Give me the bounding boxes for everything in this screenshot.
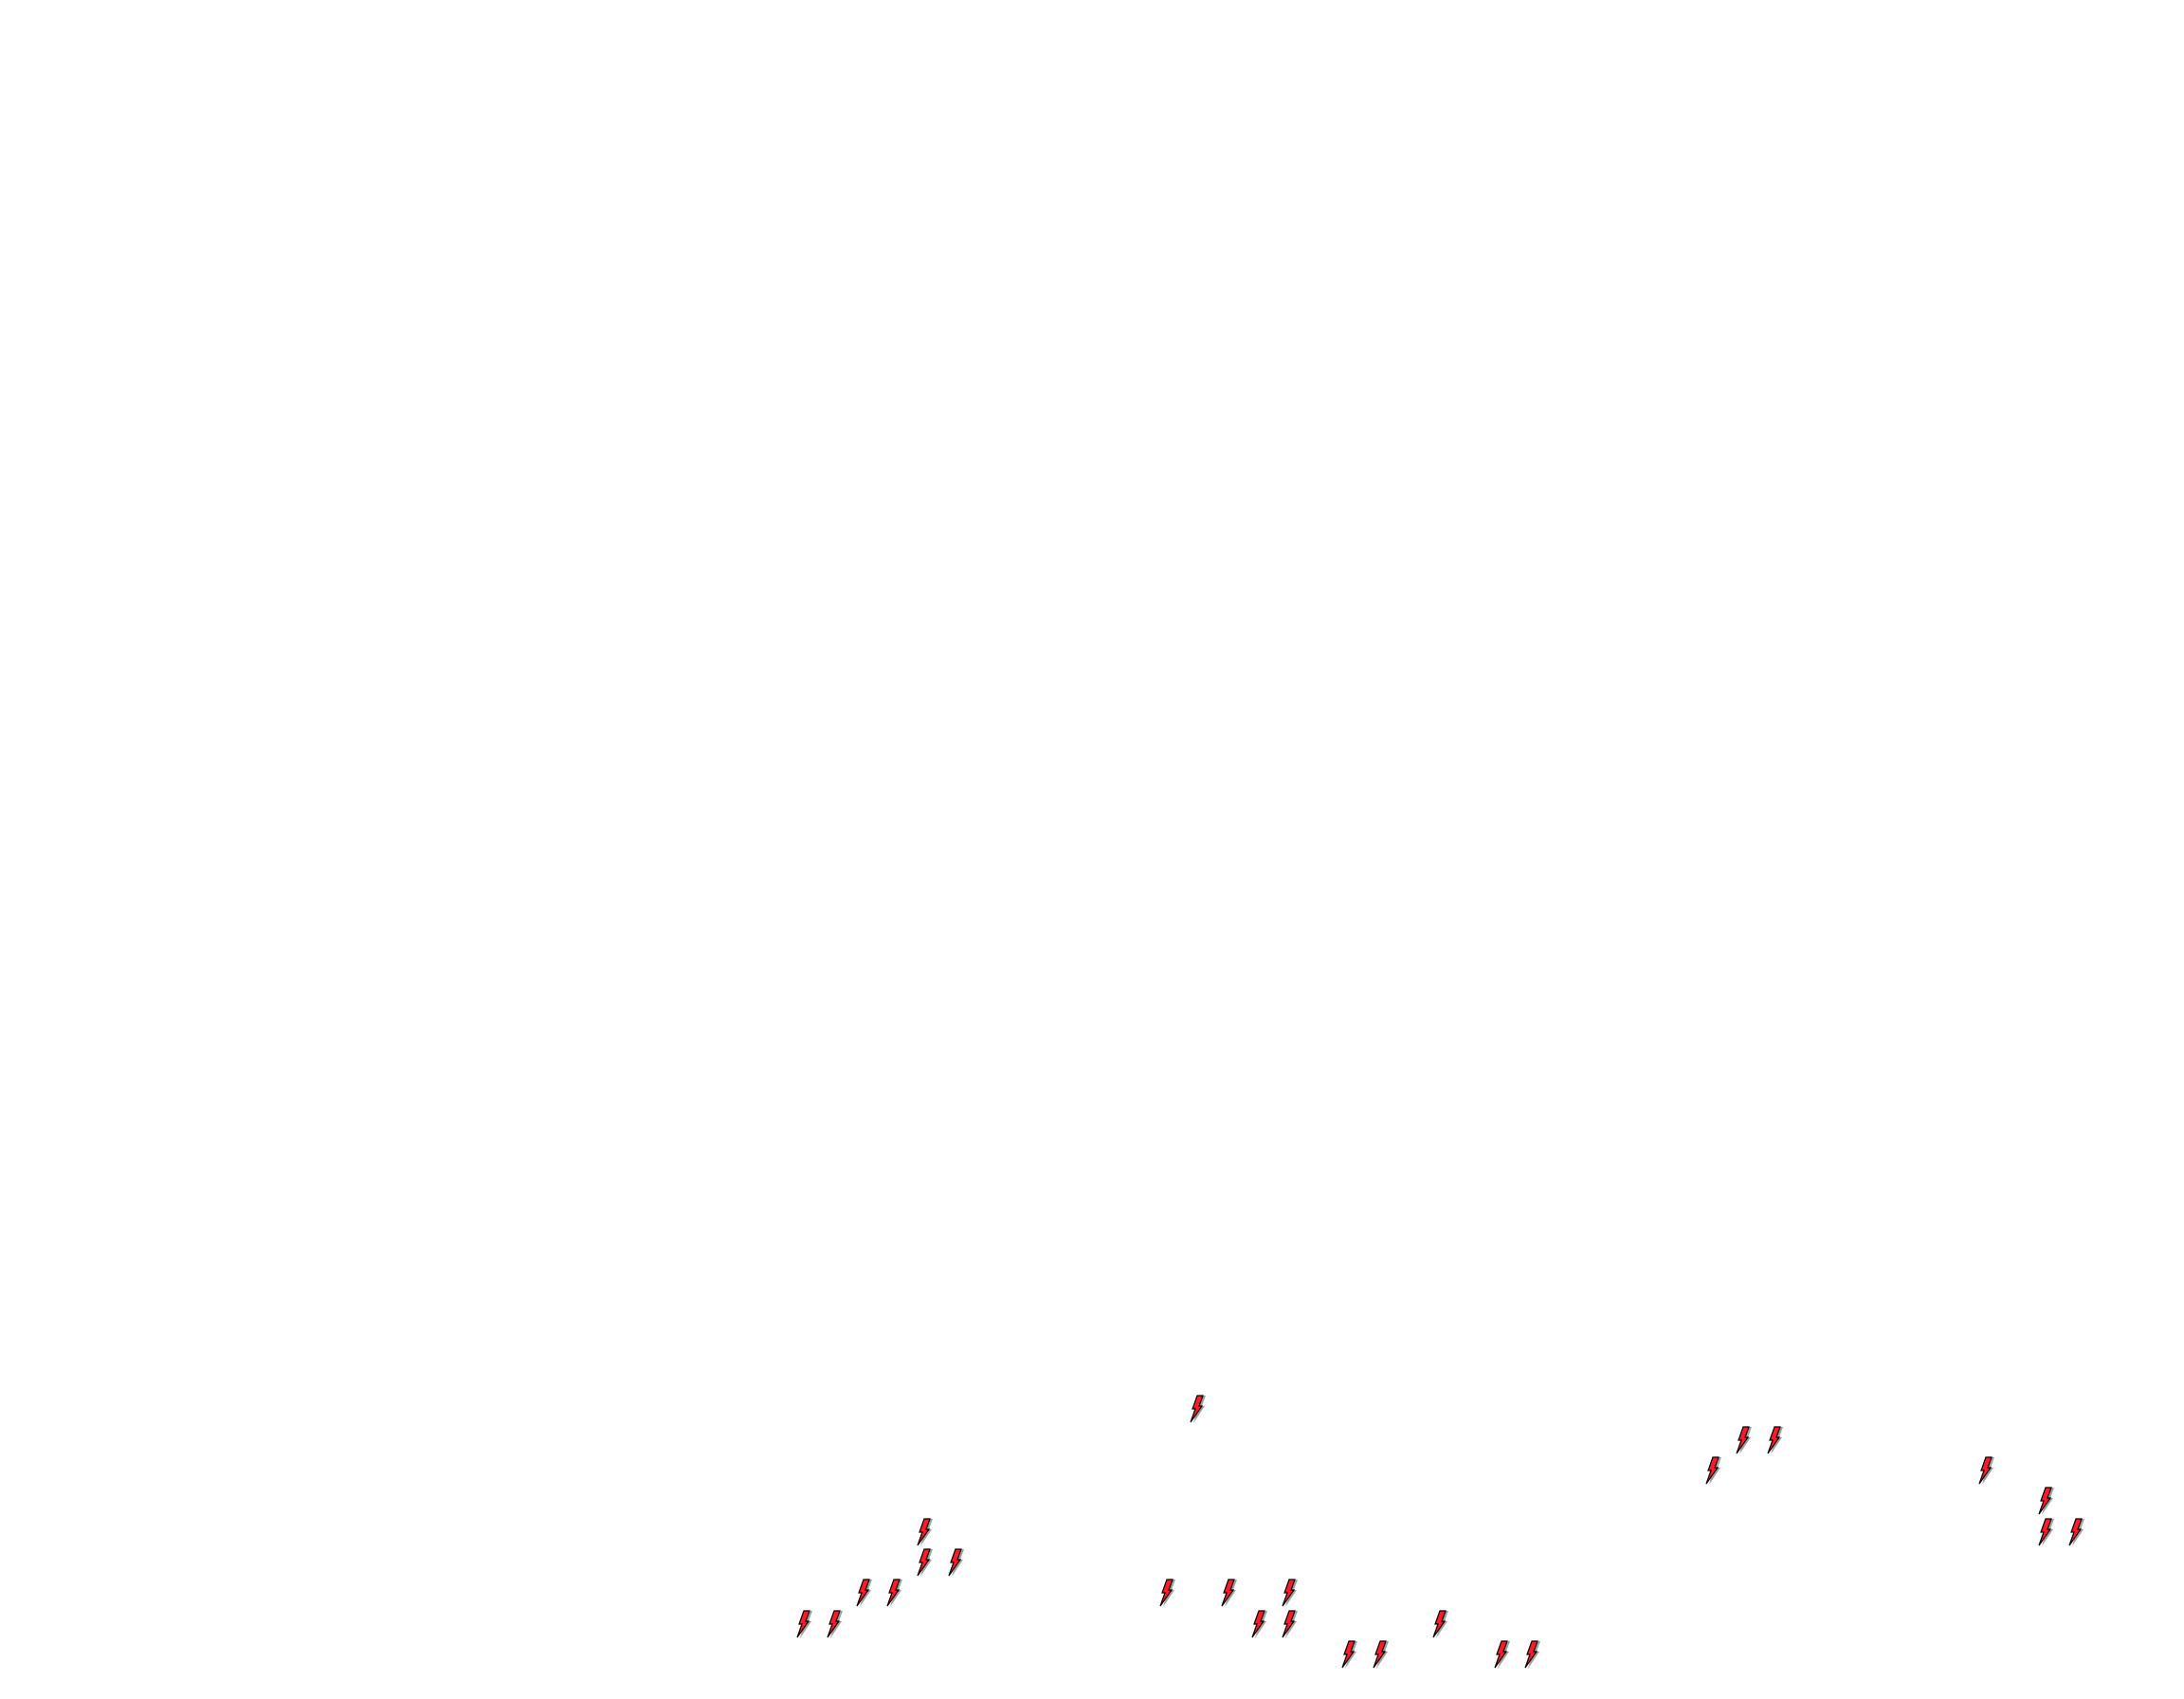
lightning-bolt-icon — [884, 1579, 903, 1607]
lightning-bolt-icon — [1371, 1640, 1390, 1669]
lightning-bolt-icon — [1280, 1579, 1299, 1607]
lightning-bolt-icon — [854, 1579, 873, 1607]
lightning-bolt-icon — [946, 1548, 965, 1577]
lightning-bolt-icon — [1492, 1640, 1511, 1669]
lightning-bolt-icon — [794, 1610, 813, 1638]
lightning-bolt-icon — [2036, 1487, 2055, 1515]
lightning-bolt-icon — [1522, 1640, 1541, 1669]
lightning-bolt-icon — [1280, 1610, 1299, 1638]
lightning-bolt-icon — [915, 1548, 934, 1577]
lightning-bolt-icon — [825, 1610, 844, 1638]
lightning-bolt-icon — [2066, 1518, 2085, 1546]
lightning-bolt-icon — [1430, 1610, 1449, 1638]
lightning-bolt-icon — [1249, 1610, 1268, 1638]
lightning-bolt-icon — [1734, 1426, 1753, 1454]
lightning-bolt-icon — [915, 1518, 934, 1546]
lightning-bolt-icon — [1765, 1426, 1784, 1454]
lightning-bolt-icon — [1188, 1395, 1207, 1423]
lightning-bolt-icon — [1219, 1579, 1238, 1607]
lightning-bolt-icon — [1339, 1640, 1358, 1669]
lightning-bolt-icon — [1703, 1456, 1722, 1485]
lightning-bolt-icon — [1157, 1579, 1176, 1607]
lightning-bolt-icon — [2036, 1518, 2055, 1546]
lightning-bolt-icon — [1976, 1456, 1995, 1485]
